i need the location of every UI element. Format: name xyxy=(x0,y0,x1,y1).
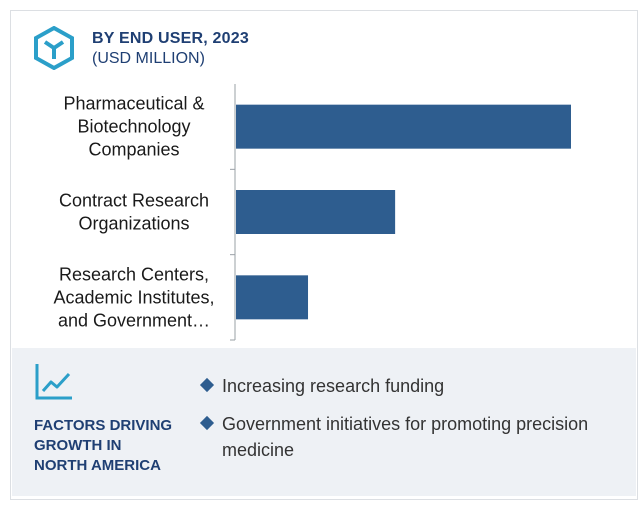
category-label: Contract Research xyxy=(59,191,209,211)
category-label: Organizations xyxy=(78,214,189,234)
category-label: Pharmaceutical & xyxy=(63,94,204,114)
category-label: Academic Institutes, xyxy=(53,287,214,307)
bar xyxy=(236,104,571,149)
cube-logo-icon xyxy=(34,26,74,70)
category-label: Companies xyxy=(88,140,179,160)
factor-text: Increasing research funding xyxy=(222,376,445,396)
factor-item: Government initiatives for promoting pre… xyxy=(199,411,627,463)
category-label: Research Centers, xyxy=(59,264,209,284)
factor-text: Government initiatives for promoting pre… xyxy=(222,414,589,460)
factors-title-line: NORTH AMERICA xyxy=(34,457,161,474)
factors-panel xyxy=(12,348,636,496)
factors-title-line: GROWTH IN xyxy=(34,437,122,454)
bar xyxy=(236,275,309,320)
factors-title: FACTORS DRIVING GROWTH IN NORTH AMERICA xyxy=(34,416,184,476)
category-label: Biotechnology xyxy=(77,117,190,137)
factor-item: Increasing research funding xyxy=(199,373,627,399)
bar-chart: Pharmaceutical & Biotechnology Companies Co… xyxy=(53,84,571,341)
trend-line-icon xyxy=(35,364,72,400)
chart-subtitle: (USD MILLION) xyxy=(92,50,205,67)
category-label: and Government… xyxy=(58,310,210,330)
chart-title: BY END USER, 2023 xyxy=(92,30,249,47)
factors-title-line: FACTORS DRIVING xyxy=(34,417,173,434)
bar xyxy=(236,190,396,234)
